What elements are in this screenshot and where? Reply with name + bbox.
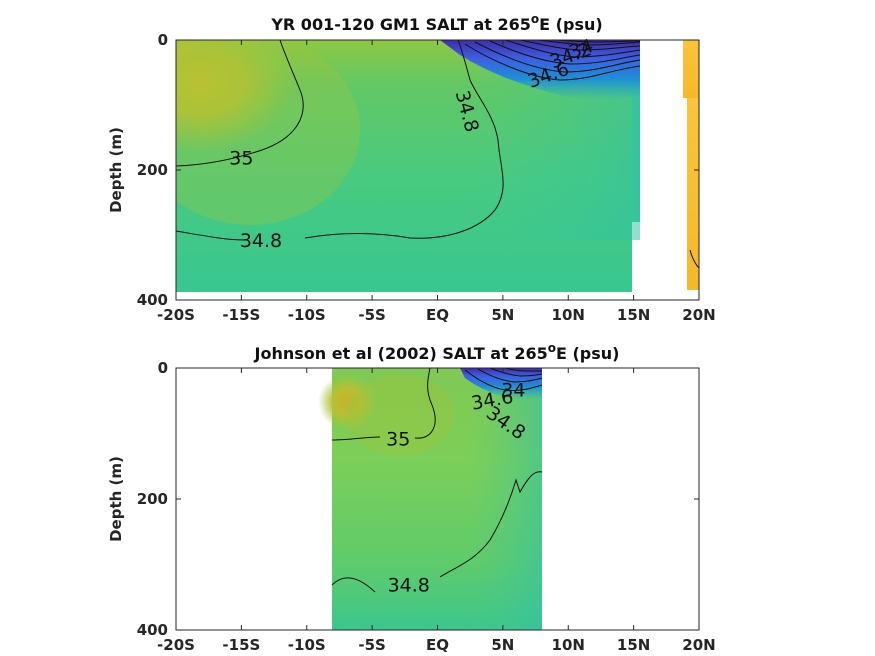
x-tick-label: 10N [552,306,585,324]
y-tick-label: 0 [158,31,168,49]
x-tick-label: EQ [426,636,449,654]
x-tick-label: -5S [358,306,385,324]
contour-label: 34 [501,379,525,401]
y-tick-label: 400 [137,291,168,309]
contour-label: 34.8 [388,575,430,597]
x-tick-label: 5N [491,636,514,654]
high-salinity-core [318,374,378,430]
high-salinity-core [176,40,295,152]
x-tick-label: 5N [491,306,514,324]
x-tick-label: 10N [552,636,585,654]
y-axis-label: Depth (m) [107,127,125,213]
chart-title: Johnson et al (2002) SALT at 265oE (psu) [254,341,620,363]
y-tick-label: 200 [137,161,168,179]
x-tick-label: -10S [288,636,326,654]
x-tick-label: -15S [222,636,260,654]
y-tick-label: 400 [137,621,168,639]
x-tick-label: -15S [222,306,260,324]
x-tick-label: EQ [426,306,449,324]
contour-lines [331,367,543,593]
chart-panel-observed: Johnson et al (2002) SALT at 265oE (psu)… [107,341,716,654]
contour-label: 35 [386,429,410,451]
y-tick-label: 0 [158,359,168,377]
contour-label: 34.8 [240,230,282,252]
x-tick-label: 20N [682,306,715,324]
y-axis-label: Depth (m) [107,456,125,542]
salinity-fill-east [687,98,699,290]
x-tick-label: 20N [682,636,715,654]
x-tick-label: -10S [288,306,326,324]
x-tick-label: -20S [157,306,195,324]
x-tick-label: 15N [617,306,650,324]
axis-ticks: -20S -15S -10S -5S EQ 5N 10N 15N 20N 0 200 400 [137,359,716,654]
x-tick-label: -5S [358,636,385,654]
y-tick-label: 200 [137,490,168,508]
contour-label: 35 [229,147,253,169]
x-tick-label: 15N [617,636,650,654]
chart-panel-model: YR 001-120 GM1 SALT at 265oE (psu) [107,12,716,324]
chart-title: YR 001-120 GM1 SALT at 265oE (psu) [270,12,602,34]
axis-ticks: -20S -15S -10S -5S EQ 5N 10N 15N 20N 0 200 400 [137,31,716,324]
low-salinity-tongue [440,40,640,100]
contour-lines [175,39,700,269]
x-tick-label: -20S [157,636,195,654]
salinity-field [318,368,542,630]
salinity-field [176,40,699,292]
